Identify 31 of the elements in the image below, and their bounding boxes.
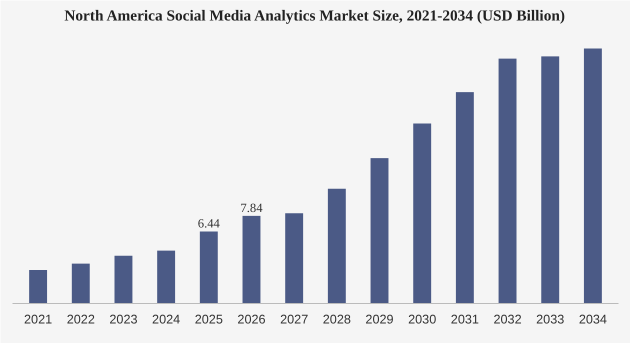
bar (541, 56, 560, 304)
bar (114, 256, 132, 304)
bar (285, 213, 304, 304)
bar (328, 188, 346, 304)
x-tick-label: 2021 (24, 312, 52, 326)
bar (29, 270, 48, 304)
x-tick-label: 2034 (578, 312, 607, 326)
bar (72, 264, 90, 304)
x-tick-label: 2033 (536, 312, 564, 326)
bar (584, 48, 602, 304)
x-tick-label: 2030 (408, 312, 436, 326)
bar (157, 250, 176, 304)
x-tick-label: 2025 (194, 312, 223, 326)
x-tick-label: 2023 (109, 312, 138, 326)
x-tick-label: 2029 (365, 312, 394, 326)
chart-title: North America Social Media Analytics Market Size, 2021-2034 (USD Billion) (64, 8, 565, 24)
x-tick-label: 2022 (66, 312, 95, 326)
bar (242, 216, 260, 304)
x-tick-label: 2024 (152, 312, 180, 326)
bar (498, 58, 517, 304)
x-tick-label: 2026 (237, 312, 266, 326)
bar (200, 231, 218, 304)
bar (456, 92, 474, 304)
x-tick-label: 2032 (493, 312, 522, 326)
x-tick-label: 2028 (322, 312, 351, 326)
data-label: 6.44 (198, 216, 221, 230)
bar (370, 158, 388, 304)
data-label: 7.84 (240, 200, 264, 215)
x-tick-label: 2027 (280, 312, 308, 326)
x-tick-label: 2031 (450, 312, 479, 326)
bar (413, 123, 432, 304)
